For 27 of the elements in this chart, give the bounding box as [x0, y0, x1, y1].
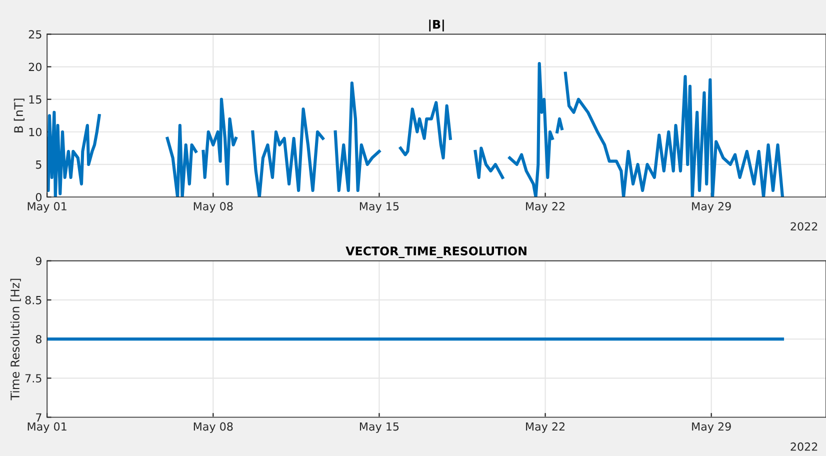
chart-title: |B|: [429, 20, 444, 32]
x-tick-label: May 15: [360, 422, 399, 433]
y-tick-label: 10: [29, 128, 42, 136]
y-tick-label: 0: [36, 192, 42, 202]
y-tick-label: 8.5: [25, 296, 42, 304]
y-axis-title: B [nT]: [14, 98, 24, 132]
y-tick-label: 5: [36, 160, 42, 169]
x-tick-label: May 01: [28, 202, 66, 213]
y-tick-label: 7.5: [25, 374, 42, 383]
x-tick-label: May 29: [692, 422, 731, 433]
y-tick-label: 20: [28, 62, 42, 72]
x-tick-label: May 15: [360, 202, 399, 213]
text: 2022: [790, 442, 818, 451]
x-tick-label: May 08: [194, 422, 233, 433]
x-tick-label: May 01: [28, 422, 66, 433]
text: 2022: [790, 222, 818, 231]
y-tick-label: 25: [28, 30, 42, 39]
x-tick-label: May 22: [526, 202, 564, 213]
y-tick-label: 8: [36, 335, 42, 344]
x-tick-label: May 29: [692, 202, 731, 213]
x-tick-label: May 22: [526, 422, 564, 433]
y-tick-label: 9: [36, 256, 42, 266]
y-tick-label: 15: [29, 95, 42, 104]
y-tick-label: 7: [36, 413, 42, 422]
chart-title: VECTOR_TIME_RESOLUTION: [346, 246, 526, 258]
y-axis-title: Time Resolution [Hz]: [10, 278, 21, 400]
x-tick-label: May 08: [194, 202, 233, 213]
